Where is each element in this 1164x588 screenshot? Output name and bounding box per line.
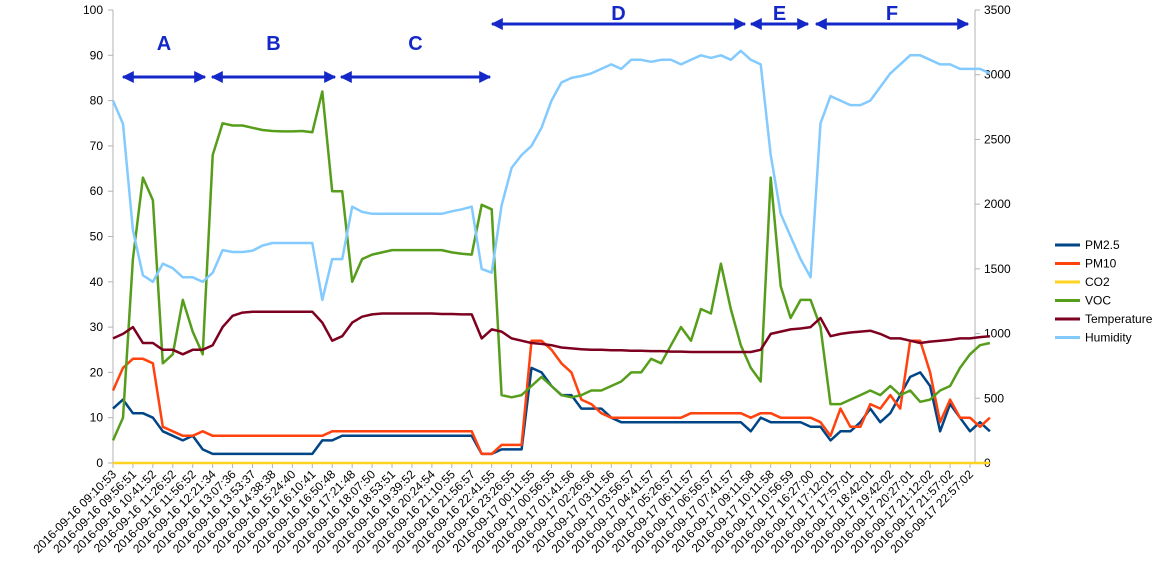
y-tick-label: 10 (90, 411, 104, 425)
y2-tick-label: 1000 (984, 327, 1011, 341)
y2-tick-label: 3000 (984, 68, 1011, 82)
y-tick-label: 30 (90, 320, 104, 334)
legend-label: PM10 (1085, 257, 1117, 271)
annotation-label: C (408, 33, 422, 55)
legend-label: Humidity (1085, 331, 1132, 345)
legend-label: Temperature (1085, 312, 1153, 326)
y-tick-label: 80 (90, 94, 104, 108)
y2-tick-label: 2500 (984, 132, 1011, 146)
annotation-label: E (773, 3, 786, 25)
y2-tick-label: 3500 (984, 3, 1011, 17)
y-tick-label: 40 (90, 275, 104, 289)
y-tick-label: 20 (90, 365, 104, 379)
series-line (111, 49, 991, 302)
y-tick-label: 100 (83, 3, 103, 17)
y-tick-label: 0 (96, 456, 103, 470)
series-line (111, 90, 991, 441)
annotation-label: D (611, 3, 625, 25)
y2-tick-label: 1500 (984, 262, 1011, 276)
y-tick-label: 60 (90, 184, 104, 198)
annotation-label: A (157, 33, 171, 55)
y-tick-label: 90 (90, 48, 104, 62)
y-tick-label: 70 (90, 139, 104, 153)
legend-label: PM2.5 (1085, 238, 1120, 252)
annotation-label: F (886, 3, 898, 25)
legend-label: VOC (1085, 294, 1111, 308)
y2-tick-label: 500 (984, 391, 1004, 405)
y2-tick-label: 2000 (984, 197, 1011, 211)
annotation-label: B (266, 33, 280, 55)
series-line (111, 339, 991, 456)
legend-label: CO2 (1085, 275, 1110, 289)
y-tick-label: 50 (90, 230, 104, 244)
series-line (112, 310, 991, 356)
series-line (112, 366, 991, 456)
